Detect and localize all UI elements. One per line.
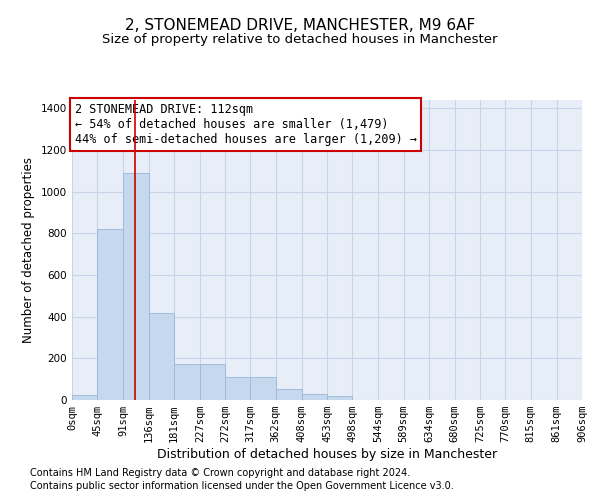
- Bar: [250, 377, 276, 400]
- Text: Contains public sector information licensed under the Open Government Licence v3: Contains public sector information licen…: [30, 481, 454, 491]
- Bar: [276, 388, 302, 400]
- Bar: [174, 364, 200, 400]
- X-axis label: Distribution of detached houses by size in Manchester: Distribution of detached houses by size …: [157, 448, 497, 461]
- Text: Contains HM Land Registry data © Crown copyright and database right 2024.: Contains HM Land Registry data © Crown c…: [30, 468, 410, 477]
- Bar: [97, 229, 123, 400]
- Bar: [302, 394, 327, 400]
- Text: 2, STONEMEAD DRIVE, MANCHESTER, M9 6AF: 2, STONEMEAD DRIVE, MANCHESTER, M9 6AF: [125, 18, 475, 32]
- Y-axis label: Number of detached properties: Number of detached properties: [22, 157, 35, 343]
- Text: 2 STONEMEAD DRIVE: 112sqm
← 54% of detached houses are smaller (1,479)
44% of se: 2 STONEMEAD DRIVE: 112sqm ← 54% of detac…: [74, 103, 416, 146]
- Text: Size of property relative to detached houses in Manchester: Size of property relative to detached ho…: [102, 32, 498, 46]
- Bar: [149, 312, 174, 400]
- Bar: [123, 173, 149, 400]
- Bar: [72, 395, 97, 400]
- Bar: [200, 364, 225, 400]
- Bar: [225, 377, 250, 400]
- Bar: [327, 396, 352, 400]
